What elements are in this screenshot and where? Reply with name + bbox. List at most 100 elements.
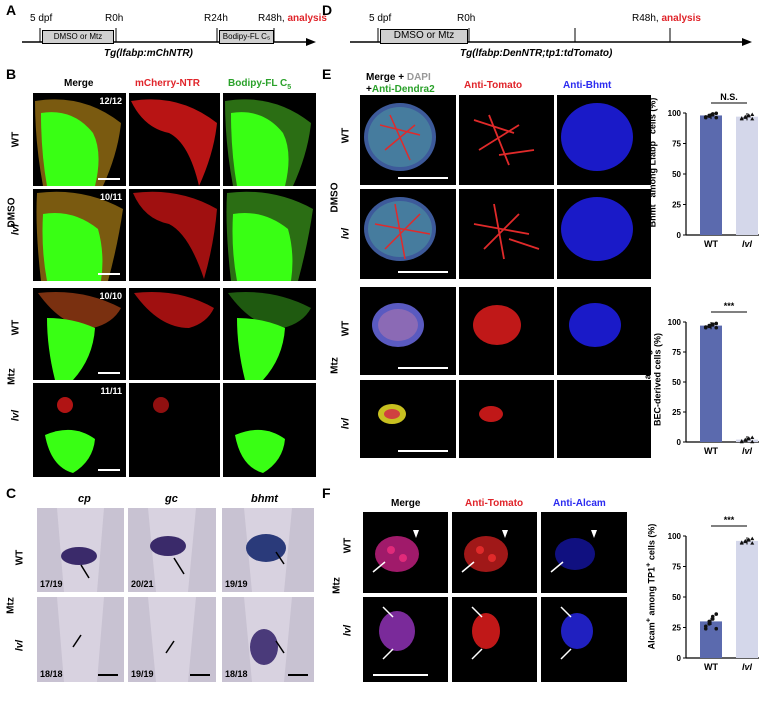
- y-tick-label: 50: [672, 170, 681, 179]
- c-col-gc: gc: [165, 493, 178, 505]
- e-tomato-wt-mtz: [459, 287, 554, 375]
- timeline-a-r24h: R24h: [204, 13, 228, 24]
- e-bhmt-lvl-mtz: [557, 380, 651, 458]
- data-point: [750, 435, 755, 439]
- b-bodipy-lvl-dmso: [223, 189, 316, 281]
- e-merge-lvl-mtz: [360, 380, 456, 458]
- data-point: [746, 113, 751, 117]
- c-cond-mtz: Mtz: [5, 597, 17, 614]
- f-col-merge: Merge: [391, 498, 421, 509]
- b-mcherry-lvl-dmso: [129, 189, 220, 281]
- data-point: [746, 537, 751, 541]
- y-tick-label: 25: [672, 201, 681, 210]
- panel-label-a: A: [6, 2, 17, 18]
- e-col-dendra: +Anti-Dendra2: [366, 84, 435, 95]
- timeline-a-r48h: R48h, analysis: [258, 13, 327, 24]
- c-ish-cp-wt: 17/19: [37, 508, 124, 592]
- data-point: [714, 321, 719, 326]
- scale-bar: [398, 177, 448, 179]
- timeline-a-5dpf: 5 dpf: [30, 13, 53, 24]
- c-count-gc-wt: 20/21: [131, 579, 154, 589]
- data-point: [750, 541, 755, 545]
- timeline-a-box-dmso-mtz: DMSO or Mtz: [42, 30, 114, 44]
- data-point: [714, 325, 719, 330]
- f-merge-wt: [363, 512, 448, 593]
- e-merge-wt-dmso: [360, 95, 456, 185]
- b-count-wt-dmso: 12/12: [99, 96, 122, 106]
- e-tomato-lvl-dmso: [459, 189, 554, 279]
- y-tick-label: 25: [672, 624, 681, 633]
- data-point: [703, 325, 708, 329]
- b-cond-mtz: Mtz: [6, 368, 18, 385]
- f-cond-mtz: Mtz: [331, 577, 343, 594]
- data-point: [714, 111, 719, 116]
- y-tick-label: 75: [672, 563, 681, 572]
- b-count-wt-mtz: 10/10: [99, 291, 122, 301]
- b-row-lvl-dmso: lvl: [10, 223, 22, 236]
- b-col-mcherry: mCherry-NTR: [135, 78, 201, 89]
- c-count-bhmt-lvl: 18/18: [225, 669, 248, 679]
- data-point: [714, 115, 719, 120]
- f-row-wt: WT: [342, 537, 354, 554]
- data-point: [710, 112, 715, 116]
- x-tick-label: WT: [704, 239, 718, 249]
- e-tomato-lvl-mtz: [459, 380, 554, 458]
- f-alcam-wt: [541, 512, 627, 593]
- e-col-merge: Merge + DAPI: [366, 72, 431, 83]
- data-point: [743, 437, 748, 442]
- data-point: [707, 323, 712, 328]
- scale-bar: [398, 450, 448, 452]
- scale-bar: [98, 178, 120, 180]
- e-merge-lvl-dmso: [360, 189, 456, 279]
- data-point: [710, 322, 715, 326]
- x-tick-label: WT: [704, 662, 718, 672]
- y-tick-label: 100: [668, 318, 682, 327]
- significance-label: N.S.: [720, 92, 738, 102]
- e-row-wt-mtz: WT: [340, 320, 352, 337]
- b-mcherry-wt-dmso: [129, 93, 220, 186]
- panel-label-f: F: [322, 485, 331, 501]
- chart3-svg: 0 25 50 75 100 WT lvl ***: [668, 515, 759, 672]
- b-merge-lvl-mtz: 11/11: [33, 383, 126, 477]
- e-row-lvl-mtz: lvl: [340, 417, 352, 430]
- y-tick-label: 100: [668, 532, 682, 541]
- timeline-d-5dpf: 5 dpf: [369, 13, 392, 24]
- scale-bar: [288, 674, 308, 676]
- c-col-cp: cp: [78, 493, 91, 505]
- y-tick-label: 75: [672, 348, 681, 357]
- e-bhmt-wt-dmso: [557, 95, 651, 185]
- c-ish-bhmt-wt: 19/19: [222, 508, 314, 592]
- data-point: [743, 114, 748, 119]
- e-col-bhmt: Anti-Bhmt: [563, 80, 612, 91]
- timeline-a-genotype: Tg(lfabp:mChNTR): [104, 48, 193, 59]
- chart1-ylabel: Bhmt+ among Lfabp+ cells (%): [644, 97, 658, 228]
- y-tick-label: 50: [672, 378, 681, 387]
- e-tomato-wt-dmso: [459, 95, 554, 185]
- b-row-wt-mtz: WT: [10, 319, 22, 336]
- bar-WT: [700, 115, 722, 235]
- data-point: [739, 540, 744, 544]
- b-merge-wt-dmso: 12/12: [33, 93, 126, 186]
- timeline-d: 5 dpf R0h R48h, analysis DMSO or Mtz Tg(…: [320, 0, 759, 64]
- b-merge-wt-mtz: 10/10: [33, 288, 126, 380]
- scale-bar: [190, 674, 210, 676]
- data-point: [750, 112, 755, 116]
- f-merge-lvl: [363, 597, 448, 682]
- timeline-a-r0h: R0h: [105, 13, 124, 24]
- chart3-ylabel: Alcam+ among TP1+ cells (%): [643, 523, 657, 650]
- scale-bar: [98, 372, 120, 374]
- b-mcherry-lvl-mtz: [129, 383, 220, 477]
- f-tomato-lvl: [452, 597, 537, 682]
- b-merge-lvl-dmso: 10/11: [33, 189, 126, 281]
- b-bodipy-wt-dmso: [223, 93, 316, 186]
- y-tick-label: 25: [672, 408, 681, 417]
- chart1-svg: 0 25 50 75 100 WT lvl N.S.: [668, 92, 759, 249]
- timeline-d-r48h: R48h, analysis: [632, 13, 701, 24]
- b-col-merge: Merge: [64, 78, 94, 89]
- f-col-alcam: Anti-Alcam: [553, 498, 606, 509]
- scale-bar: [398, 271, 448, 273]
- bar-WT: [700, 325, 722, 442]
- f-alcam-lvl: [541, 597, 627, 682]
- y-tick-label: 100: [668, 109, 682, 118]
- x-tick-label: WT: [704, 446, 718, 456]
